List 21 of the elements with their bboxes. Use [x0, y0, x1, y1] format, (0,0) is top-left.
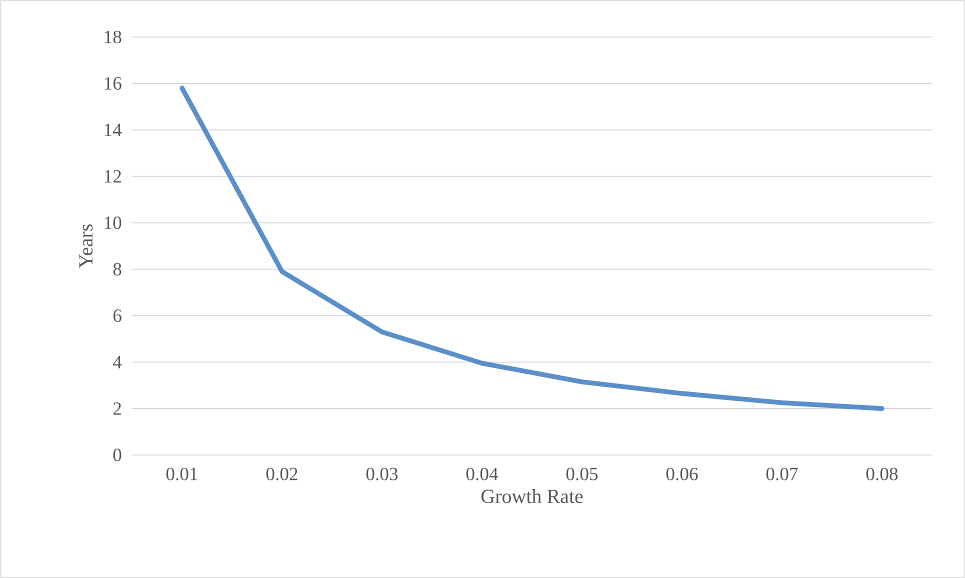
y-tick-label: 12: [104, 170, 121, 183]
x-tick-label: 0.03: [366, 468, 398, 480]
x-axis-title: Growth Rate: [481, 489, 583, 504]
y-tick-label: 8: [113, 262, 122, 276]
x-tick-label: 0.05: [566, 468, 598, 480]
x-tick-label: 0.08: [866, 468, 898, 480]
y-tick-label: 0: [113, 448, 122, 462]
line-series: [180, 86, 884, 411]
y-tick-label: 16: [104, 77, 122, 90]
x-tick-label: 0.07: [766, 468, 798, 480]
x-tick-label: 0.06: [666, 468, 698, 480]
y-tick-label: 6: [113, 309, 122, 322]
x-tick-label: 0.02: [266, 468, 298, 480]
x-tick-label: 0.04: [466, 468, 498, 480]
y-tick-label: 4: [112, 356, 122, 368]
y-tick-label: 14: [104, 124, 122, 136]
y-tick-label: 2: [113, 402, 121, 415]
y-tick-label: 18: [104, 30, 122, 44]
y-tick-label: 10: [104, 216, 122, 230]
y-axis-title: Years: [79, 224, 93, 268]
x-tick-label: 0.01: [166, 468, 198, 480]
